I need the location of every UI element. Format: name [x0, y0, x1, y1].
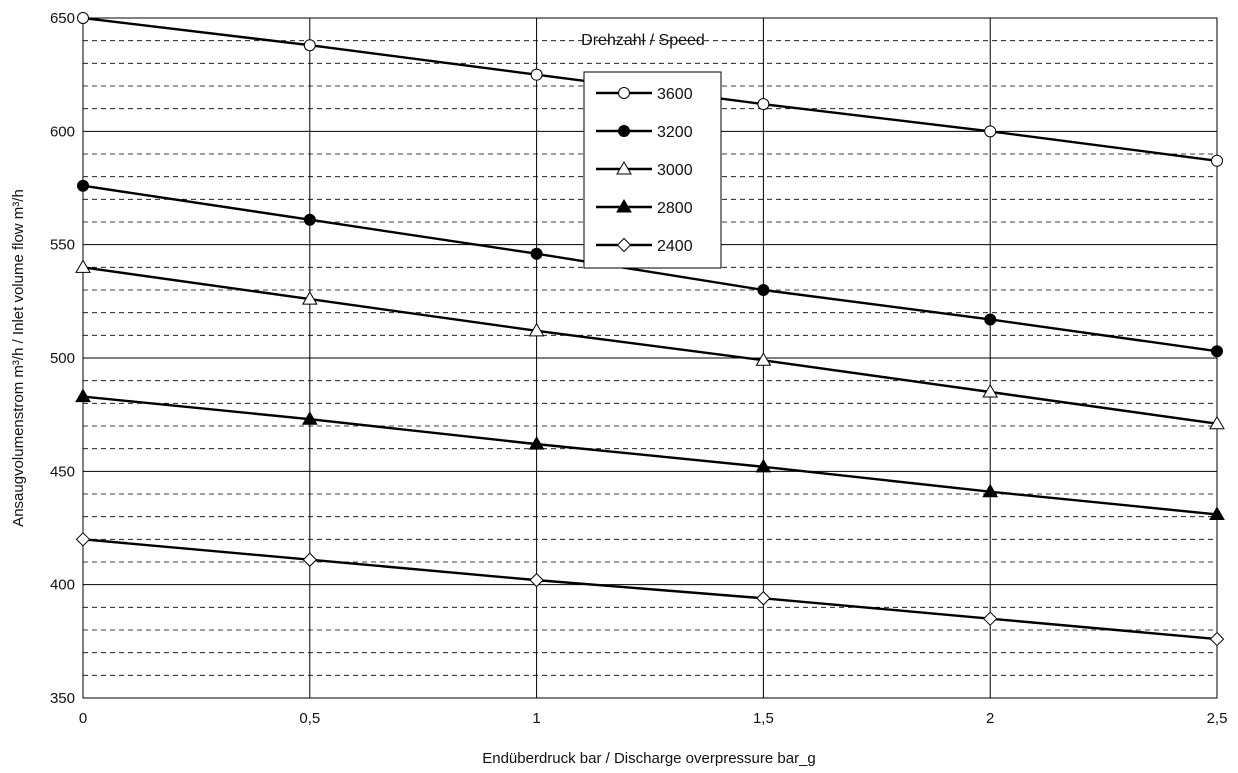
data-point-3200: [757, 284, 770, 296]
data-point-3600: [1211, 154, 1223, 167]
x-tick-label: 2,5: [1207, 710, 1228, 727]
legend-title: Drehzahl / Speed: [581, 32, 705, 49]
legend-item-3600: 3600: [596, 86, 693, 103]
legend: Drehzahl / Speed 3600 3200 3000 2800 2400: [581, 32, 722, 269]
legend-marker: [618, 125, 630, 137]
data-point-2800: [755, 458, 772, 473]
x-axis-title: Endüberdruck bar / Discharge overpressur…: [482, 750, 816, 767]
x-tick-label: 0,5: [299, 710, 320, 727]
data-point-3200: [1211, 345, 1223, 358]
data-point-2400: [756, 591, 771, 606]
data-point-2800: [301, 411, 318, 425]
data-point-2400: [302, 552, 318, 567]
data-point-3600: [757, 98, 770, 111]
data-point-3000: [982, 384, 999, 398]
series-2400: [75, 532, 1225, 647]
legend-marker: [616, 199, 632, 213]
data-point-3200: [530, 247, 543, 260]
data-point-2800: [75, 388, 91, 403]
y-tick-label: 650: [50, 10, 75, 27]
legend-label: 3600: [657, 86, 693, 103]
y-tick-label: 350: [50, 690, 75, 707]
legend-label: 2400: [657, 238, 693, 255]
data-point-3000: [301, 291, 318, 305]
data-point-2800: [1209, 506, 1225, 520]
data-point-3200: [77, 179, 89, 192]
legend-label: 3000: [657, 162, 693, 179]
series-2800: [75, 388, 1225, 520]
data-point-3600: [303, 39, 316, 52]
x-tick-label: 0: [79, 710, 87, 727]
data-point-3600: [530, 68, 543, 81]
legend-item-2800: 2800: [596, 199, 693, 217]
y-tick-label: 600: [50, 123, 75, 140]
legend-marker: [618, 87, 630, 99]
legend-marker: [616, 237, 632, 253]
data-point-2400: [982, 611, 998, 626]
data-point-3600: [77, 12, 89, 24]
data-point-3000: [1209, 415, 1225, 430]
y-tick-label: 400: [50, 577, 75, 594]
legend-item-3200: 3200: [596, 124, 693, 141]
series-layer: [75, 12, 1225, 647]
x-tick-label: 1: [532, 710, 540, 727]
series-line-3000: [82, 266, 1218, 425]
data-point-3000: [75, 259, 91, 273]
data-point-3200: [984, 313, 997, 326]
axis-layer: 350 400 450 500 550 600 650 0 0,5 1 1,5 2 2,5: [50, 10, 1227, 727]
data-point-2800: [982, 483, 999, 498]
series-line-2800: [82, 395, 1218, 516]
data-point-3000: [528, 322, 545, 337]
data-point-2800: [528, 436, 545, 450]
y-tick-label: 550: [50, 237, 75, 254]
legend-marker: [616, 161, 632, 175]
x-tick-label: 1,5: [753, 710, 774, 727]
y-tick-label: 450: [50, 463, 75, 480]
x-tick-label: 2: [986, 710, 994, 727]
legend-label: 3200: [657, 124, 693, 141]
legend-item-3000: 3000: [596, 161, 693, 179]
data-point-2400: [75, 532, 91, 547]
y-tick-label: 500: [50, 350, 75, 367]
y-axis-title: Ansaugvolumenstrom m³/h / Inlet volume f…: [10, 189, 27, 527]
series-3200: [77, 179, 1223, 358]
legend-item-2400: 2400: [596, 237, 693, 255]
data-point-3600: [984, 125, 997, 138]
data-point-3000: [755, 352, 772, 366]
series-3000: [75, 259, 1225, 430]
data-point-3200: [303, 213, 316, 226]
data-point-2400: [1209, 631, 1225, 647]
series-line-3200: [82, 184, 1218, 353]
plot-frame: [82, 17, 1218, 699]
series-line-2400: [82, 538, 1218, 641]
legend-label: 2800: [657, 200, 693, 217]
data-point-2400: [529, 572, 544, 588]
